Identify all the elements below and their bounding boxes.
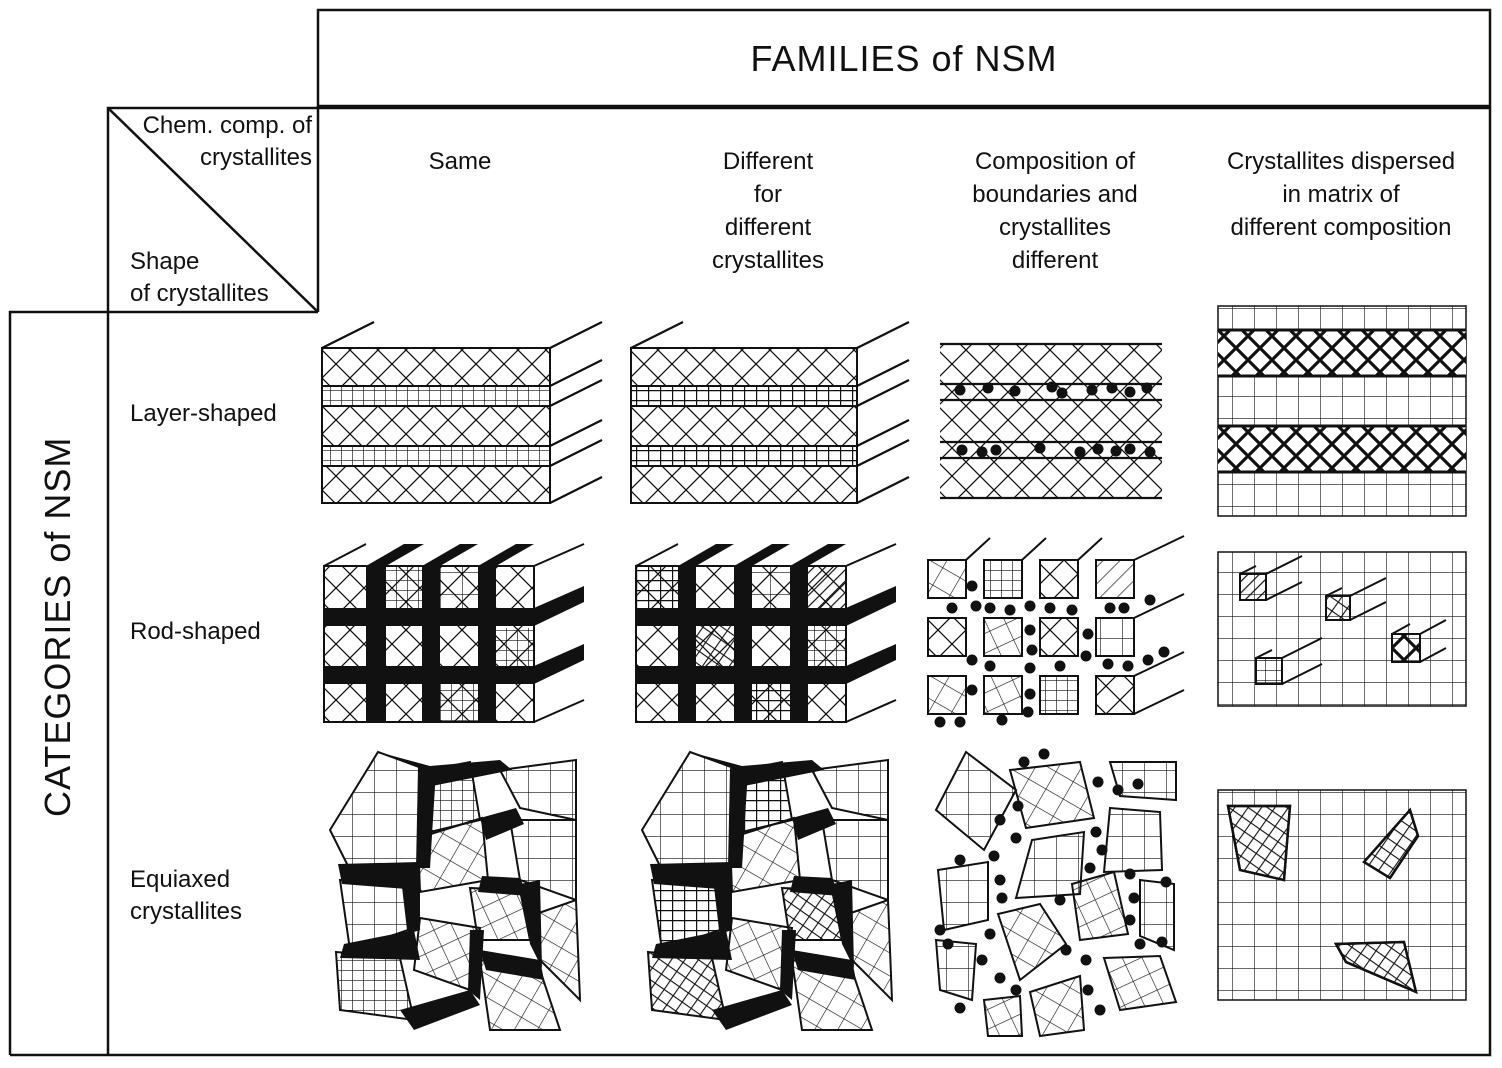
column-header-different: Different for different crystallites <box>711 148 825 274</box>
column-header-dispersed: Crystallites dispersed in matrix of diff… <box>1226 148 1456 241</box>
row-header-equiaxed: Equiaxed crystallites <box>130 866 243 925</box>
families-title: FAMILIES of NSM <box>750 38 1058 79</box>
table-frame <box>8 8 1492 1057</box>
rod-different-illustration <box>635 543 897 723</box>
layer-dispersed-illustration <box>1217 305 1467 517</box>
row-header-layer: Layer-shaped <box>130 400 277 427</box>
layer-different-illustration <box>630 321 910 504</box>
column-header-boundaries: Composition of boundaries and crystallit… <box>972 148 1138 274</box>
corner-top-label: Chem. comp. of crystallites <box>142 112 312 171</box>
column-header-same: Same <box>428 148 492 175</box>
rod-boundaries-illustration <box>927 535 1185 728</box>
row-header-rod: Rod-shaped <box>130 618 261 645</box>
corner-bottom-label: Shape of crystallites <box>130 248 269 307</box>
layer-boundaries-illustration <box>940 342 1162 500</box>
rod-same-illustration <box>323 543 585 723</box>
layer-same-illustration <box>321 321 603 504</box>
equiaxed-dispersed-illustration <box>1217 789 1467 1001</box>
equiaxed-different-illustration <box>640 750 894 1031</box>
equiaxed-same-illustration <box>328 750 582 1031</box>
categories-title: CATEGORIES of NSM <box>37 436 78 817</box>
rod-dispersed-illustration <box>1217 551 1467 707</box>
equiaxed-boundaries-illustration <box>934 748 1178 1038</box>
